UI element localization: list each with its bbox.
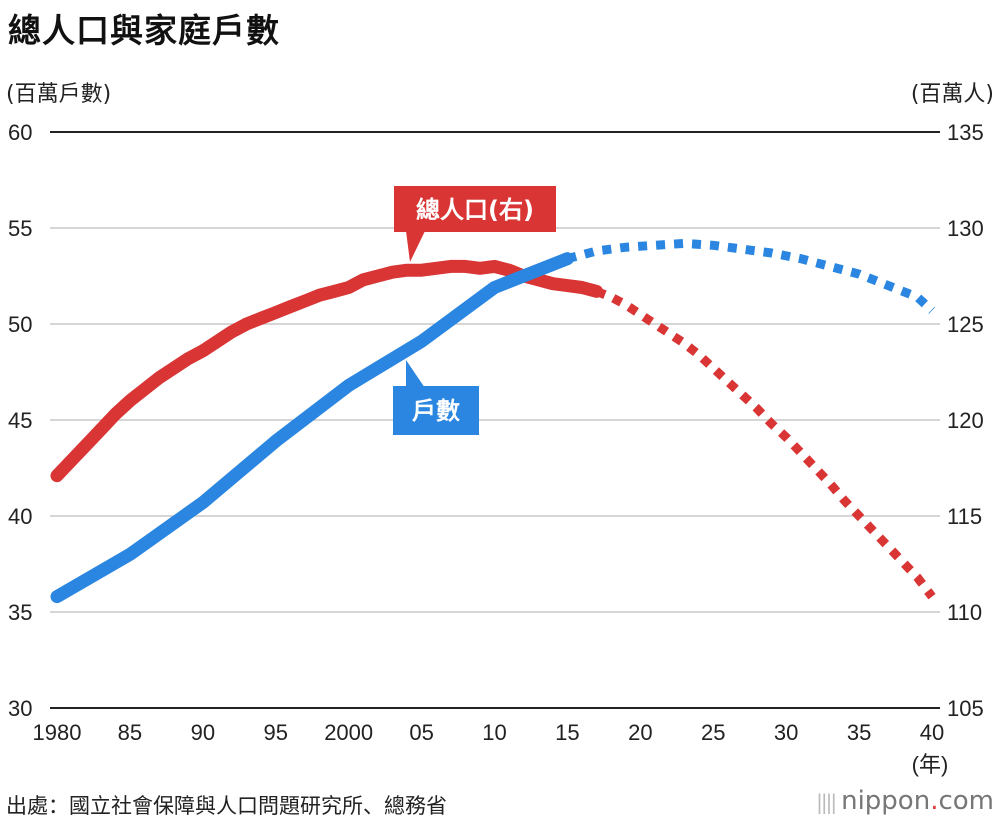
population-callout-label: 總人口(右) bbox=[416, 196, 534, 224]
left-y-tick-label: 50 bbox=[8, 312, 32, 337]
population-callout: 總人口(右) bbox=[394, 186, 556, 262]
nippon-logo[interactable]: |||| nippon.com bbox=[816, 786, 994, 816]
tick-labels: 30 35 40 45 50 55 60 105 110 115 120 125 130 135 1980 8… bbox=[8, 120, 984, 777]
x-axis-unit-label: (年) bbox=[912, 752, 949, 777]
left-y-tick-label: 45 bbox=[8, 408, 32, 433]
right-y-tick-label: 130 bbox=[947, 216, 984, 241]
left-y-tick-label: 55 bbox=[8, 216, 32, 241]
right-y-tick-label: 105 bbox=[947, 696, 984, 721]
population-actual-line bbox=[50, 259, 604, 483]
left-y-tick-label: 35 bbox=[8, 600, 32, 625]
gridlines bbox=[50, 131, 940, 709]
x-tick-label: 40 bbox=[920, 720, 944, 745]
x-tick-label: 05 bbox=[409, 720, 433, 745]
population-callout-pointer bbox=[406, 231, 425, 262]
x-tick-label: 10 bbox=[482, 720, 506, 745]
x-tick-label: 85 bbox=[118, 720, 142, 745]
households-callout-label: 戶數 bbox=[412, 397, 460, 425]
left-y-tick-label: 60 bbox=[8, 120, 32, 145]
series-callouts: 總人口(右) 戶數 bbox=[393, 186, 556, 435]
x-tick-label: 30 bbox=[774, 720, 798, 745]
x-tick-label: 25 bbox=[701, 720, 725, 745]
households-callout-box bbox=[393, 386, 479, 435]
chart-title: 總人口與家庭戶數 bbox=[8, 11, 280, 50]
source-note: 出處：國立社會保障與人口問題研究所、總務省 bbox=[6, 794, 447, 818]
right-y-tick-label: 120 bbox=[947, 408, 984, 433]
households-callout: 戶數 bbox=[393, 360, 479, 435]
logo-name: nippon bbox=[841, 786, 931, 816]
left-axis-unit-label: (百萬戶數) bbox=[6, 82, 112, 107]
right-y-tick-label: 135 bbox=[947, 120, 984, 145]
x-tick-label: 15 bbox=[555, 720, 579, 745]
left-y-tick-label: 40 bbox=[8, 504, 32, 529]
logo-bars-icon: |||| bbox=[816, 790, 837, 814]
right-y-tick-label: 115 bbox=[947, 504, 982, 529]
logo-dot: . bbox=[930, 786, 939, 816]
right-y-tick-label: 125 bbox=[947, 312, 984, 337]
households-callout-pointer bbox=[406, 360, 425, 388]
x-tick-label: 2000 bbox=[324, 720, 373, 745]
x-tick-label: 1980 bbox=[33, 720, 82, 745]
x-tick-label: 90 bbox=[191, 720, 215, 745]
left-y-tick-label: 30 bbox=[8, 696, 32, 721]
population-projected-line bbox=[594, 287, 936, 600]
series-layer bbox=[50, 238, 936, 604]
population-callout-box bbox=[394, 186, 556, 232]
x-tick-label: 95 bbox=[264, 720, 288, 745]
logo-tld: com bbox=[938, 786, 994, 816]
households-actual-line bbox=[50, 252, 574, 604]
right-y-tick-label: 110 bbox=[947, 600, 982, 625]
x-tick-label: 35 bbox=[847, 720, 871, 745]
right-axis-unit-label: (百萬人) bbox=[910, 82, 994, 107]
x-tick-label: 20 bbox=[628, 720, 652, 745]
